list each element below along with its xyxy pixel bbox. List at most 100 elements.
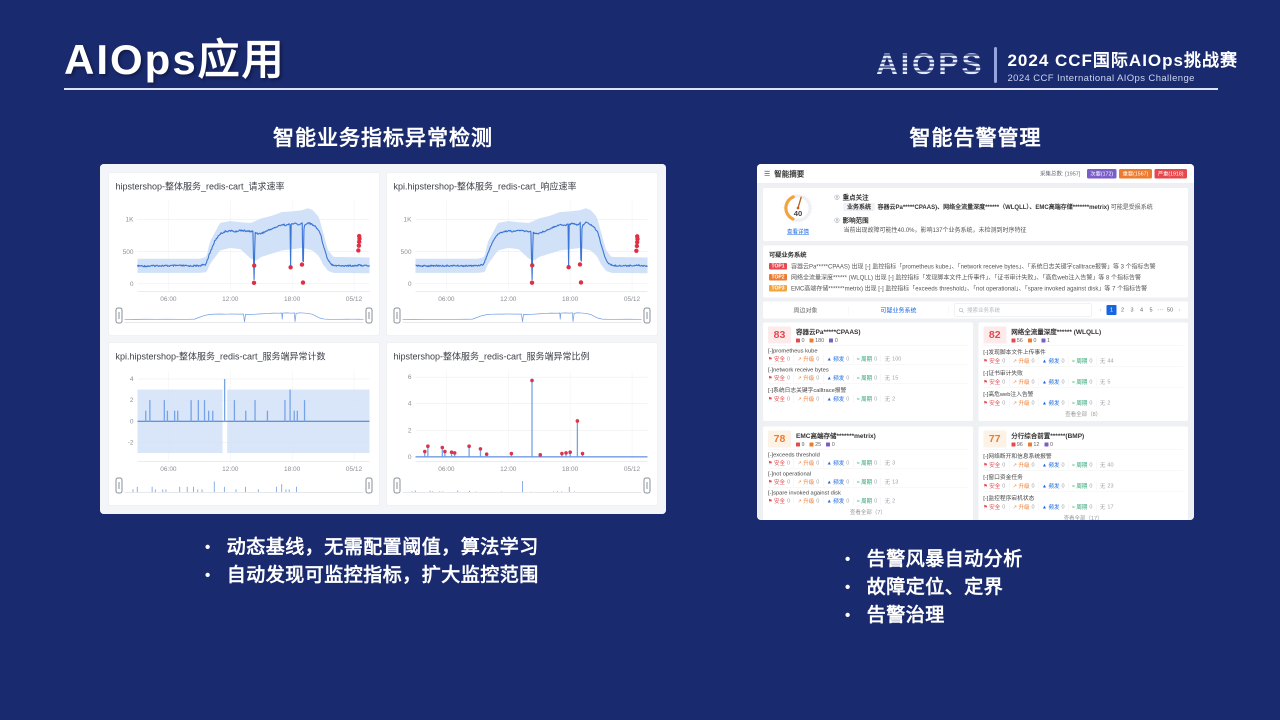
svg-text:18:00: 18:00 (562, 466, 579, 473)
stat-label: 升级 (1018, 504, 1030, 511)
alert-group-card[interactable]: 78 EMC高端存储*******metrix) 9 25 0 [-]exceeds th… (763, 426, 973, 520)
stat-label: 升级 (803, 396, 815, 403)
view-all-link[interactable]: 查看全部（17） (1063, 515, 1103, 521)
scrubber-overview[interactable] (402, 308, 642, 324)
prev-page-icon[interactable]: ‹ (1099, 307, 1102, 313)
svg-text:12:00: 12:00 (500, 296, 517, 303)
alert-group-card[interactable]: 83 容器云Pa*****CPAAS) 0 180 0 [-]prometheus kub… (763, 322, 973, 421)
stat-value: 0 (1061, 462, 1065, 468)
count-dot (796, 338, 800, 343)
severity-badge[interactable]: 严重(1918) (1154, 168, 1187, 179)
search-input[interactable]: 搜索业务系统 (954, 303, 1092, 317)
stat-value: 100 (892, 356, 902, 362)
scrubber-handle-right[interactable] (643, 477, 651, 494)
suspect-row-text: EMC高端存储*******metrix) 出现 [-] 监控指标「exceed… (790, 285, 1148, 292)
page-number[interactable]: 5 (1149, 307, 1153, 313)
stat-chip: ▲ 频发 0 (1038, 461, 1068, 469)
logo-title-cn: 2024 CCF国际AIOps挑战赛 (1007, 51, 1238, 70)
metric-row: [-]证书审计失败 ⚑ 安全 0 ↗ 升级 0 ▲ 频发 0 ≈ 周期 0 无 5 (983, 366, 1183, 388)
stat-label: 无 (884, 396, 891, 403)
stat-icon: ≈ (1072, 358, 1075, 364)
system-title: 分行综合前置******(BMP) (1011, 432, 1085, 440)
metric-stats: ⚑ 安全 0 ↗ 升级 0 ▲ 频发 0 ≈ 周期 0 无 17 (983, 503, 1183, 511)
risk-gauge: 40 查看详情 (769, 191, 827, 238)
menu-icon[interactable]: ☰ (764, 169, 771, 178)
page-number[interactable]: 4 (1139, 307, 1144, 313)
tab-surrounding-objects[interactable]: 周边对象 (763, 305, 849, 315)
scrubber-handle-left[interactable] (115, 477, 123, 494)
scrubber-overview[interactable] (124, 478, 364, 494)
view-all-link[interactable]: 查看全部（7） (849, 509, 886, 516)
view-all-link[interactable]: 查看全部（8） (1065, 411, 1102, 418)
scrubber-handle-right[interactable] (365, 307, 373, 324)
stat-label: 周期 (861, 356, 873, 363)
scrubber-handle-left[interactable] (115, 307, 123, 324)
bullet-dot: • (845, 607, 851, 624)
stat-label: 频发 (1048, 358, 1060, 365)
stat-value: 0 (846, 498, 850, 504)
page-number[interactable]: 50 (1166, 307, 1174, 313)
page-number[interactable]: 1 (1106, 305, 1117, 315)
stat-icon: ≈ (856, 498, 860, 504)
count-dot (1011, 338, 1016, 343)
chart-plot: 0 2 4 6 06:00 12:00 18:00 05/12 (408, 370, 648, 473)
svg-text:500: 500 (123, 249, 134, 256)
stat-label: 频发 (833, 356, 845, 363)
page-number[interactable]: ··· (1157, 307, 1164, 313)
count-item: 56 (1011, 338, 1023, 344)
stat-icon: ↗ (1012, 504, 1017, 510)
severity-badge[interactable]: 重要(1567) (1119, 168, 1152, 179)
stat-label: 无 (884, 460, 891, 467)
panel-title: hipstershop-整体服务_redis-cart_服务端异常比例 (393, 351, 590, 362)
suspect-title: 可疑业务系统 (769, 251, 807, 259)
stat-chip: ≈ 周期 0 (1068, 461, 1096, 469)
bullet-text: 告警治理 (866, 605, 945, 626)
metric-name: [-]prometheus kube (768, 348, 818, 354)
scrubber-overview[interactable] (402, 478, 642, 494)
metric-stats: ⚑ 安全 0 ↗ 升级 0 ▲ 频发 0 ≈ 周期 0 无 100 (768, 355, 968, 363)
severity-badge[interactable]: 次要(172) (1086, 168, 1117, 179)
panel-title: kpi.hipstershop-整体服务_redis-cart_服务端异常计数 (115, 351, 326, 362)
stat-icon: ▲ (826, 356, 832, 362)
stat-label: 安全 (773, 375, 785, 382)
metric-row: [-]spare invoked against disk ⚑ 安全 0 ↗ 升级 0 ▲ 频发… (768, 487, 968, 507)
stat-label: 升级 (1018, 462, 1030, 469)
bullet-text: 告警风暴自动分析 (866, 549, 1023, 570)
stat-chip: ≈ 周期 0 (852, 374, 881, 382)
metric-row: [-]窗口资金任务 ⚑ 安全 0 ↗ 升级 0 ▲ 频发 0 ≈ 周期 0 无 23 (983, 470, 1183, 492)
stat-label: 升级 (1018, 379, 1030, 386)
alert-group-card[interactable]: 82 网络全流量深度****** (WLQLL) 56 0 1 [-]发现脚本文件上传事件… (978, 322, 1188, 421)
count-item: 0 (1027, 338, 1036, 344)
tab-suspect-systems[interactable]: 可疑业务系统 (849, 305, 949, 315)
smart-summary-card: 40 查看详情 ◎ 重点关注 业务系统 容器云Pa*****CPAAS)、网络全流… (763, 188, 1188, 241)
stat-label: 安全 (989, 400, 1001, 407)
gauge-detail-link[interactable]: 查看详情 (787, 229, 809, 235)
stat-chip: ⚑ 安全 0 (983, 461, 1009, 469)
search-icon (958, 307, 964, 313)
stat-icon: ↗ (1012, 462, 1017, 468)
metric-stats: ⚑ 安全 0 ↗ 升级 0 ▲ 频发 0 ≈ 周期 0 无 5 (983, 378, 1183, 386)
scrubber-handle-right[interactable] (643, 307, 651, 324)
next-page-icon[interactable]: › (1178, 307, 1181, 313)
alert-group-card[interactable]: 77 分行综合前置******(BMP) 96 12 0 [-]网络断开和信息系统报警 ⚑ 安… (978, 426, 1188, 521)
metric-name: [-]发现脚本文件上传事件 (983, 349, 1046, 356)
scrubber-overview[interactable] (124, 308, 364, 324)
stat-label: 周期 (1076, 483, 1088, 490)
stat-icon: ≈ (1072, 462, 1075, 468)
stat-chip: ↗ 升级 0 (1008, 503, 1038, 511)
stat-icon: ▲ (826, 479, 832, 485)
time-range-scrubber (393, 307, 651, 325)
metric-panel-error-count: kpi.hipstershop-整体服务_redis-cart_服务端异常计数 … (108, 342, 380, 506)
stat-chip: ▲ 频发 0 (822, 374, 853, 382)
scrubber-grip (118, 482, 120, 489)
search-placeholder: 搜索业务系统 (967, 307, 1000, 314)
scrubber-handle-right[interactable] (365, 477, 373, 494)
stat-chip: ≈ 周期 0 (1068, 503, 1096, 511)
stat-value: 0 (1061, 400, 1065, 406)
page-number[interactable]: 3 (1130, 307, 1134, 313)
page-number[interactable]: 2 (1120, 307, 1125, 313)
count-dot (1011, 442, 1016, 447)
scrubber-handle-left[interactable] (393, 477, 401, 494)
scrubber-handle-left[interactable] (393, 307, 401, 324)
